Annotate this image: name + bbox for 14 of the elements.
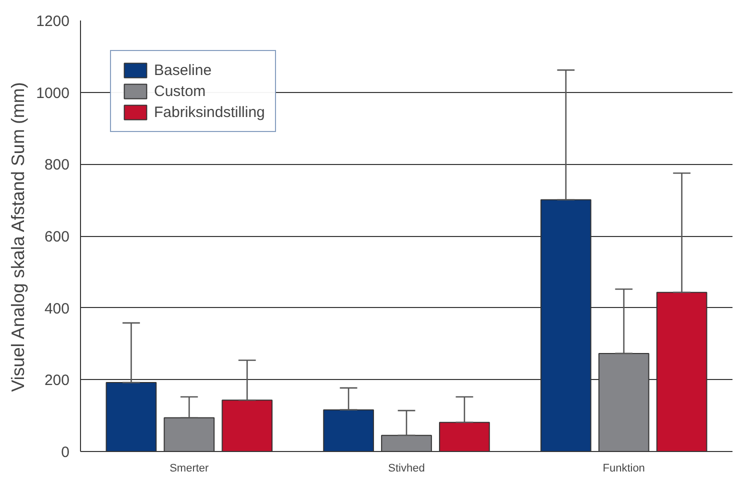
x-tick-label: Funktion	[602, 462, 645, 474]
legend-label: Custom	[154, 82, 206, 100]
y-tick-label: 200	[44, 372, 70, 390]
y-tick-label: 400	[44, 300, 70, 318]
y-tick-label: 600	[44, 228, 70, 246]
y-tick-label: 0	[61, 444, 70, 461]
y-axis-title: Visuel Analog skala Afstand Sum (mm)	[8, 82, 28, 392]
y-tick-label: 1200	[36, 13, 70, 30]
y-tick-label: 800	[44, 156, 70, 174]
x-tick-label: Smerter	[170, 462, 210, 474]
legend-label: Fabriksindstilling	[154, 104, 265, 120]
y-tick-label: 1000	[36, 84, 70, 102]
x-tick-label: Stivhed	[388, 462, 425, 474]
legend-label: Baseline	[154, 62, 212, 78]
